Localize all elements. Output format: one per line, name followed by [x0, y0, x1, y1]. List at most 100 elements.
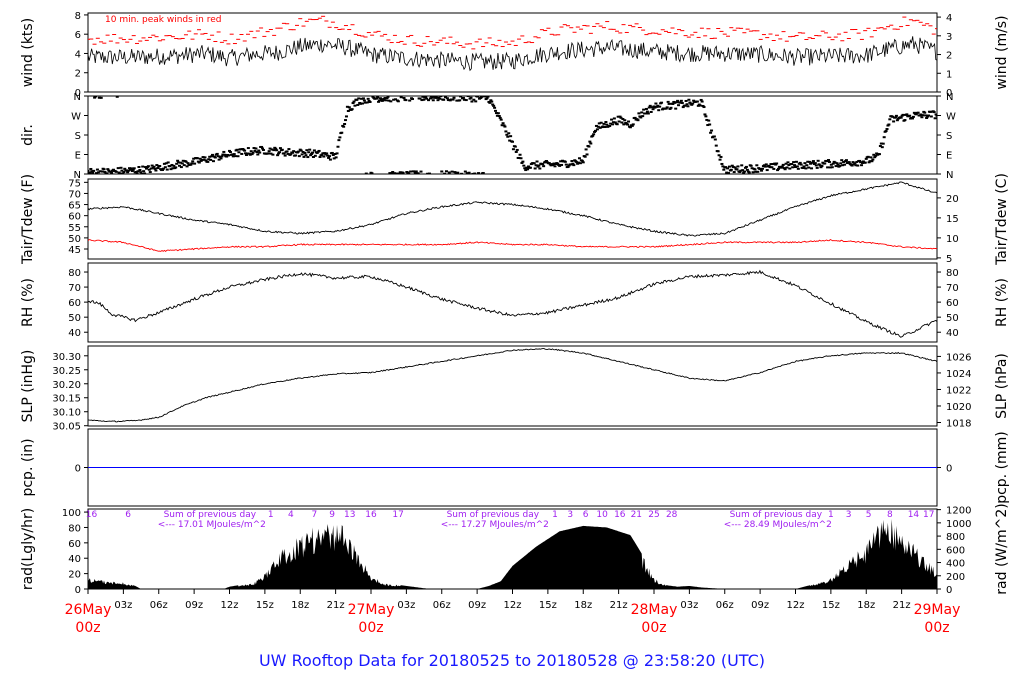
- dir-point: [162, 162, 166, 165]
- dir-point: [248, 153, 252, 156]
- left-tick-label-temp: 50: [68, 234, 81, 245]
- x-tick-label: 21z: [893, 600, 911, 611]
- dir-point: [655, 105, 659, 108]
- radiation-hour-number: 10: [596, 510, 608, 520]
- dir-point: [932, 111, 936, 114]
- dir-point: [638, 115, 642, 118]
- dir-point: [577, 161, 581, 164]
- panel-rad: rad(Lgly/hr) rad (W/m^2)02040608010002004…: [20, 503, 1010, 596]
- dir-point: [793, 164, 797, 167]
- dir-point: [165, 168, 169, 171]
- panel-wind: wind (kts) wind (m/s) 0 2 4 6 8 0 1 2 3 4 10 min. pe…: [20, 11, 1010, 99]
- dir-point: [646, 112, 650, 115]
- radiation-hour-number: 6: [125, 510, 131, 520]
- dir-point: [367, 99, 371, 102]
- dir-point: [389, 100, 393, 103]
- radiation-daily-sum: Sum of previous day: [730, 510, 823, 520]
- dir-point: [470, 100, 474, 103]
- dir-point: [911, 115, 915, 118]
- dir-point: [434, 96, 438, 98]
- dir-point: [880, 146, 884, 149]
- dir-point: [150, 164, 154, 167]
- dir-point: [154, 169, 158, 172]
- dir-point: [182, 164, 186, 167]
- dir-point: [855, 160, 859, 163]
- dir-point: [739, 169, 743, 172]
- dir-point: [175, 162, 179, 165]
- right-tick-label-dir: N: [946, 170, 953, 181]
- dir-point: [331, 154, 335, 157]
- dir-point: [427, 172, 431, 174]
- dir-point: [216, 155, 220, 158]
- dir-point: [860, 164, 864, 167]
- dir-point: [474, 100, 478, 103]
- right-tick-label-rh: 40: [946, 328, 959, 339]
- dir-point: [538, 167, 542, 170]
- dir-point: [178, 161, 182, 164]
- dir-point: [384, 99, 388, 102]
- panel-slp: SLP (inHg) SLP (hPa) 30.05 30.10 30.15 30.20 3…: [20, 345, 1010, 433]
- left-tick-label-slp: 30.10: [52, 408, 81, 419]
- left-tick-label-rad: 20: [68, 570, 81, 581]
- dir-point: [809, 162, 813, 165]
- dir-point: [153, 167, 157, 170]
- right-tick-label-rad: 0: [946, 585, 952, 596]
- dir-point: [735, 168, 739, 171]
- dir-point: [750, 167, 754, 170]
- right-tick-label-slp: 1022: [946, 385, 971, 396]
- dir-point: [834, 165, 838, 168]
- dir-point: [861, 160, 865, 163]
- dir-point: [346, 109, 350, 112]
- chart-title: UW Rooftop Data for 20180525 to 20180528…: [259, 651, 765, 670]
- dir-point: [668, 107, 672, 110]
- radiation-hour-number: 7: [312, 510, 318, 520]
- radiation-daily-sum: <--- 28.49 MJoules/m^2: [724, 520, 832, 530]
- dir-point: [840, 159, 844, 162]
- dir-point: [210, 155, 214, 158]
- right-tick-label-temp: 20: [946, 194, 959, 205]
- panel-rh: RH (%) RH (%) 40 50 60 70 80 40 50 60 70 80: [20, 262, 1010, 343]
- dir-point: [211, 153, 215, 156]
- dir-point: [683, 104, 687, 107]
- dir-point: [858, 159, 862, 162]
- dir-point: [801, 166, 805, 169]
- right-axis-label-temp: Tair/Tdew (C): [994, 173, 1010, 266]
- x-tick-label: 03z: [114, 600, 132, 611]
- dir-point: [657, 109, 661, 112]
- dir-point: [361, 97, 365, 100]
- dir-point: [667, 102, 671, 105]
- dir-point: [420, 99, 424, 102]
- radiation-hour-number: 4: [288, 510, 294, 520]
- dir-point: [919, 113, 923, 116]
- series-line-slp-0: [88, 348, 937, 423]
- dir-point: [763, 165, 767, 168]
- dir-point: [893, 116, 897, 119]
- dir-point: [485, 97, 489, 100]
- radiation-area: [88, 519, 937, 589]
- dir-point: [251, 151, 255, 154]
- dir-point: [707, 119, 711, 122]
- dir-point: [292, 150, 296, 153]
- dir-point: [438, 97, 442, 100]
- dir-point: [452, 96, 456, 99]
- x-axis: 03z 06z 09z 12z 15z 18z 21z 03z 06z 09z 12z 15z 18z 2…: [65, 589, 960, 636]
- dir-point: [518, 153, 522, 156]
- dir-point: [511, 148, 515, 151]
- dir-point: [534, 164, 538, 167]
- dir-point: [320, 153, 324, 156]
- dir-point: [422, 98, 426, 101]
- left-tick-label-temp: 45: [68, 245, 81, 256]
- dir-point: [297, 155, 301, 158]
- dir-point: [753, 168, 757, 171]
- dir-point: [699, 98, 703, 101]
- dir-point: [583, 155, 587, 158]
- dir-point: [365, 101, 369, 104]
- dir-point: [725, 171, 729, 174]
- dir-point: [144, 166, 148, 169]
- dir-point: [816, 159, 820, 162]
- dir-point: [166, 161, 170, 164]
- dir-point: [217, 158, 221, 161]
- dir-point: [842, 160, 846, 163]
- left-tick-label-rh: 80: [68, 268, 81, 279]
- dir-point: [677, 104, 681, 107]
